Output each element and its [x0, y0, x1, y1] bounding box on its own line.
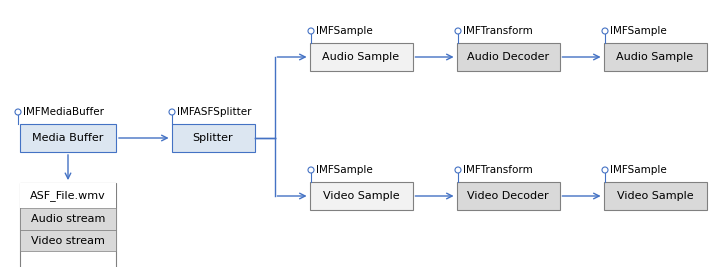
Text: Video Decoder: Video Decoder	[467, 191, 549, 201]
Bar	[457, 182, 559, 210]
Text: IMFSample: IMFSample	[610, 165, 667, 175]
Bar	[309, 43, 413, 71]
Text: IMFSample: IMFSample	[610, 26, 667, 36]
Text: Media Buffer: Media Buffer	[32, 133, 104, 143]
Text: IMFTransform: IMFTransform	[463, 165, 533, 175]
Bar	[309, 182, 413, 210]
Bar	[20, 230, 116, 252]
Text: Audio Decoder: Audio Decoder	[467, 52, 549, 62]
Text: IMFASFSplitter: IMFASFSplitter	[177, 107, 252, 117]
Text: IMFSample: IMFSample	[316, 26, 372, 36]
Text: Video Sample: Video Sample	[323, 191, 399, 201]
Text: IMFMediaBuffer: IMFMediaBuffer	[23, 107, 104, 117]
Text: IMFTransform: IMFTransform	[463, 26, 533, 36]
Bar	[20, 124, 116, 152]
Text: Audio Sample: Audio Sample	[322, 52, 400, 62]
Text: ASF_File.wmv: ASF_File.wmv	[30, 190, 106, 201]
Text: Audio stream: Audio stream	[31, 214, 105, 224]
Bar	[20, 183, 116, 208]
Bar	[603, 182, 707, 210]
Text: Video Sample: Video Sample	[617, 191, 693, 201]
Text: Audio Sample: Audio Sample	[616, 52, 694, 62]
Bar	[172, 124, 255, 152]
Text: Video stream: Video stream	[31, 235, 105, 246]
Bar	[603, 43, 707, 71]
Text: IMFSample: IMFSample	[316, 165, 372, 175]
Bar	[457, 43, 559, 71]
Bar	[20, 208, 116, 230]
Bar	[20, 183, 116, 267]
Text: Splitter: Splitter	[193, 133, 233, 143]
